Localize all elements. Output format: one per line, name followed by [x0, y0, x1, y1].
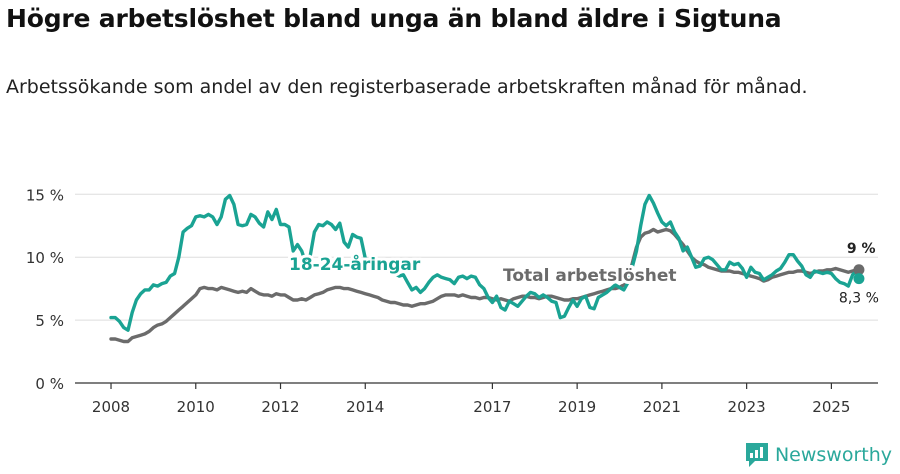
total-series-label-halo: Total arbetslöshet — [503, 266, 677, 286]
x-tick-label: 2023 — [728, 398, 766, 416]
y-tick-label: 0 % — [35, 375, 64, 393]
x-tick-label: 2012 — [261, 398, 299, 416]
total-series-label: Total arbetslöshet — [503, 266, 677, 286]
x-tick-label: 2017 — [473, 398, 511, 416]
x-tick-label: 2021 — [643, 398, 681, 416]
axes: 0 % 5 % 10 % 15 % 2008 2010 2012 2014 2017 2019 20… — [26, 186, 878, 416]
y-tick-label: 10 % — [26, 249, 64, 267]
youth-series-label-halo: 18-24-åringar — [289, 253, 421, 275]
bar-chart-logo-icon — [745, 443, 768, 467]
youth-end-point — [853, 273, 865, 285]
brand: Newsworthy — [745, 442, 892, 468]
x-tick-label: 2008 — [92, 398, 130, 416]
total-series-line — [109, 227, 861, 344]
brand-name: Newsworthy — [774, 444, 892, 466]
youth-end-label: 8,3 % — [839, 291, 879, 307]
x-tick-label: 2025 — [812, 398, 850, 416]
youth-series-line — [109, 193, 861, 332]
series-lines — [109, 193, 865, 344]
gridlines — [75, 193, 878, 321]
y-tick-label: 15 % — [26, 186, 64, 204]
total-end-label-halo: 9 % — [847, 241, 876, 257]
total-end-label: 9 % — [847, 241, 876, 257]
chart-subtitle: Arbetssökande som andel av den registerb… — [6, 76, 808, 98]
x-tick-label: 2014 — [346, 398, 384, 416]
total-end-point — [853, 264, 865, 276]
chart-title: Högre arbetslöshet bland unga än bland ä… — [6, 4, 782, 33]
youth-series-label: 18-24-åringar — [289, 253, 421, 275]
x-tick-label: 2010 — [177, 398, 215, 416]
y-tick-label: 5 % — [35, 312, 64, 330]
x-tick-label: 2019 — [558, 398, 596, 416]
